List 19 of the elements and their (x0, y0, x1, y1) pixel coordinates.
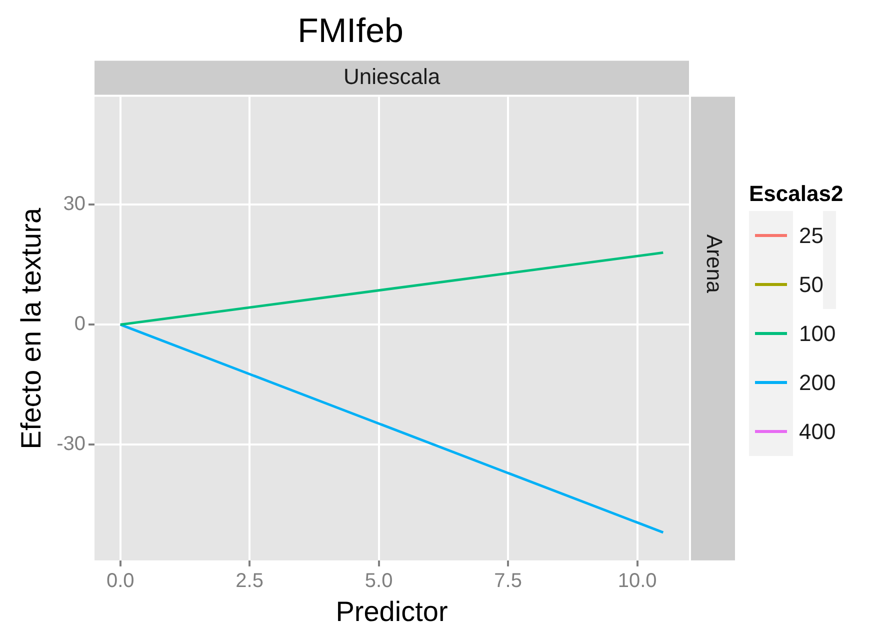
y-tick-label: -30 (56, 433, 86, 456)
y-tick-label: 30 (63, 193, 86, 216)
y-tick-label: 0 (74, 313, 86, 336)
text: Uniescala (343, 64, 441, 89)
text: Arena (702, 234, 727, 294)
x-tick-label: 2.5 (236, 570, 264, 592)
legend-label: 50 (793, 260, 824, 309)
legend-label: 400 (793, 407, 836, 456)
x-tick-label: 0.0 (106, 570, 134, 592)
x-tick-label: 7.5 (494, 570, 522, 592)
legend-label: 200 (793, 358, 836, 407)
y-axis-title: Efecto en la textura (16, 208, 47, 450)
x-axis-title: Predictor (336, 596, 448, 627)
x-tick-label: 10.0 (618, 570, 657, 592)
chart-title: FMIfeb (298, 12, 404, 50)
x-tick-label: 5.0 (364, 570, 393, 592)
legend-label: 100 (793, 309, 836, 358)
legend-label: 25 (793, 211, 824, 260)
legend-title: Escalas2 (749, 181, 844, 207)
